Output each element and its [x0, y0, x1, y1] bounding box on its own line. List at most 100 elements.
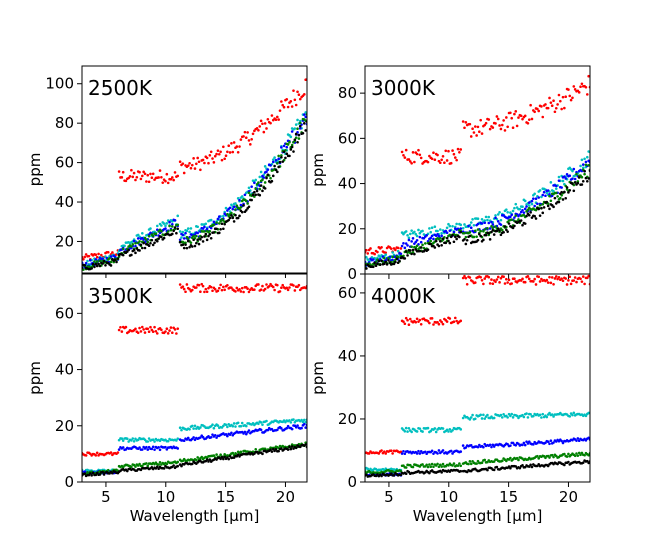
data-point	[385, 263, 389, 266]
data-point	[436, 229, 439, 233]
data-point	[184, 243, 187, 246]
data-point	[270, 427, 274, 431]
data-point	[285, 152, 289, 156]
data-point	[436, 320, 439, 324]
data-point	[247, 191, 251, 195]
data-point	[278, 160, 282, 164]
data-point	[440, 158, 443, 162]
plot-frame	[81, 273, 308, 483]
data-point	[83, 255, 87, 259]
data-point	[157, 463, 160, 466]
data-point	[300, 418, 303, 422]
data-point	[565, 186, 569, 189]
data-point	[160, 176, 163, 179]
data-point	[494, 122, 497, 125]
data-point	[109, 451, 113, 454]
data-point	[138, 249, 141, 252]
data-point	[487, 215, 491, 219]
data-point	[494, 216, 497, 220]
data-point	[406, 318, 409, 322]
data-point	[261, 423, 264, 426]
data-point	[285, 97, 289, 101]
y-tick-label: 20	[55, 417, 74, 435]
data-point	[181, 230, 185, 234]
data-point	[155, 239, 159, 243]
data-point	[240, 195, 244, 198]
data-point	[140, 246, 144, 250]
data-point	[580, 158, 584, 162]
data-point	[496, 275, 500, 279]
data-point	[215, 436, 218, 439]
data-point	[527, 465, 531, 468]
data-point	[265, 419, 268, 423]
data-point	[169, 326, 173, 329]
data-point	[548, 192, 551, 196]
data-point	[289, 148, 293, 151]
data-point	[428, 463, 431, 466]
data-point	[298, 97, 302, 101]
data-point	[199, 290, 202, 293]
data-point	[192, 436, 195, 439]
data-point	[432, 237, 435, 241]
data-point	[492, 416, 496, 420]
series-cyan	[365, 150, 590, 264]
data-point	[180, 236, 183, 239]
data-point	[577, 451, 581, 455]
data-point	[151, 172, 155, 176]
data-point	[561, 441, 565, 445]
data-point	[140, 325, 144, 329]
data-point	[441, 462, 445, 466]
data-point	[530, 465, 534, 469]
data-point	[580, 280, 584, 283]
data-point	[426, 160, 430, 164]
data-point	[518, 466, 522, 470]
data-point	[216, 149, 220, 152]
data-point	[579, 277, 582, 281]
y-tick-label: 100	[45, 75, 74, 93]
data-point	[575, 170, 578, 174]
data-point	[175, 439, 178, 442]
data-point	[513, 277, 516, 281]
data-point	[495, 465, 499, 469]
data-point	[222, 219, 225, 222]
data-point	[286, 143, 290, 146]
data-point	[378, 263, 382, 267]
data-point	[541, 211, 545, 215]
data-point	[257, 422, 260, 426]
data-point	[213, 433, 217, 437]
data-point	[189, 166, 193, 170]
data-point	[394, 248, 397, 252]
data-point	[185, 246, 189, 250]
data-point	[455, 158, 458, 162]
data-point	[213, 154, 217, 158]
data-point	[451, 429, 454, 432]
data-point	[568, 189, 572, 192]
data-point	[540, 195, 543, 199]
data-point	[286, 424, 290, 428]
data-point	[403, 452, 407, 456]
data-point	[250, 198, 253, 202]
data-point	[545, 200, 549, 204]
data-point	[165, 327, 169, 331]
data-point	[511, 126, 515, 129]
data-point	[95, 471, 99, 475]
data-point	[530, 202, 534, 206]
data-point	[289, 447, 293, 451]
data-point	[500, 459, 504, 463]
data-point	[527, 204, 531, 207]
data-point	[414, 246, 418, 249]
data-point	[544, 103, 547, 106]
data-point	[567, 279, 570, 282]
data-point	[182, 237, 186, 240]
data-point	[383, 256, 386, 260]
data-point	[449, 449, 453, 453]
data-point	[258, 193, 262, 197]
data-point	[223, 157, 226, 161]
data-point	[190, 288, 194, 292]
data-point	[464, 446, 468, 449]
data-point	[492, 468, 496, 472]
data-point	[564, 196, 568, 200]
data-point	[495, 229, 499, 233]
data-point	[463, 223, 466, 226]
data-point	[119, 325, 122, 329]
